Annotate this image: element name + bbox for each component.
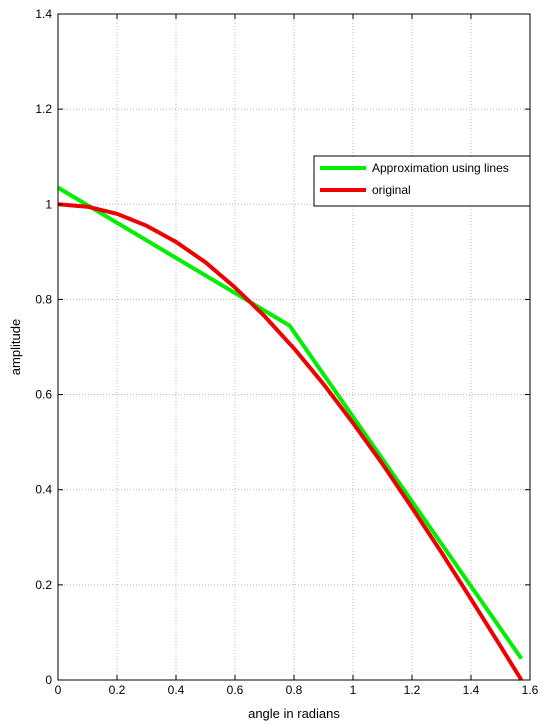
x-axis-title: angle in radians	[248, 706, 340, 721]
y-tick-label: 1	[45, 197, 52, 211]
series-original-line	[57, 202, 524, 682]
x-tick-label: 0.6	[227, 683, 244, 697]
series-approximation-line	[56, 185, 524, 660]
x-tick-label: 1.6	[522, 683, 539, 697]
legend-box	[313, 155, 531, 207]
x-tick-label: 1.4	[463, 683, 480, 697]
legend-label-original: original	[372, 183, 411, 197]
x-tick-label: 1	[350, 683, 357, 697]
x-tick-label: 0.8	[286, 683, 303, 697]
y-tick-label: 0.8	[35, 292, 52, 306]
y-tick-label: 0.4	[35, 483, 52, 497]
y-axis-title: amplitude	[8, 319, 23, 375]
y-tick-label: 1.2	[35, 102, 52, 116]
legend-label-approximation: Approximation using lines	[372, 161, 509, 175]
y-tick-label: 0.6	[35, 388, 52, 402]
x-tick-label: 1.2	[404, 683, 421, 697]
x-tick-label: 0.4	[168, 683, 185, 697]
grid	[58, 14, 530, 680]
y-tick-label: 0	[45, 673, 52, 687]
x-tick-labels: 0 0.2 0.4 0.6 0.8 1 1.2 1.4 1.6	[55, 683, 539, 697]
x-tick-label: 0	[55, 683, 62, 697]
x-tick-label: 0.2	[109, 683, 126, 697]
y-tick-label: 0.2	[35, 578, 52, 592]
series-layer	[56, 185, 524, 682]
legend: Approximation using lines original	[313, 155, 531, 207]
y-tick-labels: 0 0.2 0.4 0.6 0.8 1 1.2 1.4	[35, 7, 52, 687]
y-tick-label: 1.4	[35, 7, 52, 21]
